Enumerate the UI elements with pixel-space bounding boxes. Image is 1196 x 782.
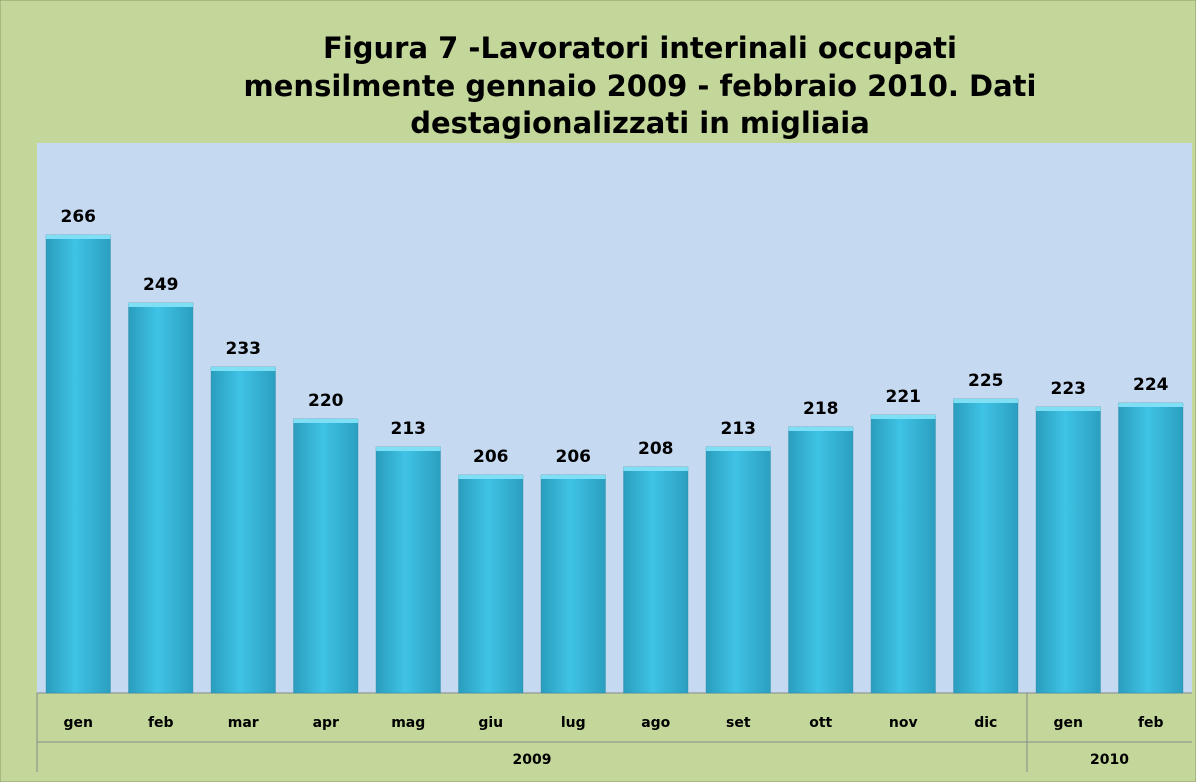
- bar-cap: [1036, 407, 1101, 411]
- value-label: 208: [638, 439, 674, 459]
- bar-cap: [953, 399, 1018, 403]
- bar: [375, 446, 441, 694]
- value-label: 213: [391, 419, 427, 439]
- bar: [788, 426, 854, 694]
- bar-cap: [1118, 403, 1183, 407]
- bar: [870, 414, 936, 694]
- bar: [293, 418, 359, 694]
- x-tick-label: feb: [1138, 715, 1164, 731]
- bar: [1118, 402, 1184, 694]
- x-tick-label: mar: [228, 715, 259, 731]
- x-tick-label: nov: [889, 715, 918, 731]
- value-label: 224: [1133, 375, 1169, 395]
- bar-cap: [128, 303, 193, 307]
- bar: [458, 474, 524, 694]
- value-label: 249: [143, 275, 179, 295]
- x-tick-label: gen: [1054, 715, 1083, 731]
- bar-cap: [211, 367, 276, 371]
- bar: [210, 366, 276, 694]
- x-tick-label: set: [726, 715, 751, 731]
- bar: [1035, 406, 1101, 694]
- bar-cap: [788, 427, 853, 431]
- x-tick-label: apr: [313, 715, 339, 731]
- value-label: 206: [473, 447, 509, 467]
- value-label: 220: [308, 391, 344, 411]
- x-tick-label: ago: [641, 715, 670, 731]
- bar-cap: [46, 235, 111, 239]
- value-label: 223: [1051, 379, 1087, 399]
- value-label: 233: [226, 339, 262, 359]
- bar-cap: [458, 475, 523, 479]
- bar-cap: [376, 447, 441, 451]
- x-tick-label: gen: [64, 715, 93, 731]
- x-tick-label: feb: [148, 715, 174, 731]
- value-label: 218: [803, 399, 839, 419]
- bar: [705, 446, 771, 694]
- value-label: 206: [556, 447, 592, 467]
- x-tick-label: ott: [809, 715, 832, 731]
- x-tick-label: dic: [974, 715, 997, 731]
- value-label: 225: [968, 371, 1004, 391]
- x-tick-label: mag: [391, 715, 425, 731]
- x-tick-label: giu: [478, 715, 503, 731]
- plot-area: [37, 143, 1192, 693]
- chart-title: Figura 7 -Lavoratori interinali occupati: [323, 31, 957, 65]
- bar-cap: [623, 467, 688, 471]
- bar-cap: [706, 447, 771, 451]
- bar-cap: [541, 475, 606, 479]
- bar-cap: [293, 419, 358, 423]
- value-label: 221: [886, 387, 922, 407]
- value-label: 266: [61, 207, 97, 227]
- group-label: 2010: [1090, 752, 1129, 768]
- bar: [623, 466, 689, 694]
- x-tick-label: lug: [561, 715, 586, 731]
- bar: [953, 398, 1019, 694]
- bar: [540, 474, 606, 694]
- chart-title: mensilmente gennaio 2009 - febbraio 2010…: [244, 69, 1037, 103]
- bar: [128, 302, 194, 694]
- value-label: 213: [721, 419, 757, 439]
- chart-title: destagionalizzati in migliaia: [410, 106, 870, 140]
- bar: [45, 234, 111, 694]
- bar-cap: [871, 415, 936, 419]
- group-label: 2009: [513, 752, 552, 768]
